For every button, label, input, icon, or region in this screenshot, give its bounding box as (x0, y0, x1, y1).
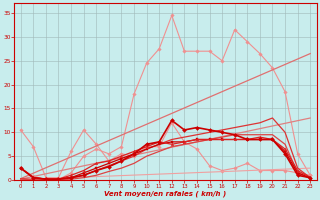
X-axis label: Vent moyen/en rafales ( km/h ): Vent moyen/en rafales ( km/h ) (104, 190, 227, 197)
